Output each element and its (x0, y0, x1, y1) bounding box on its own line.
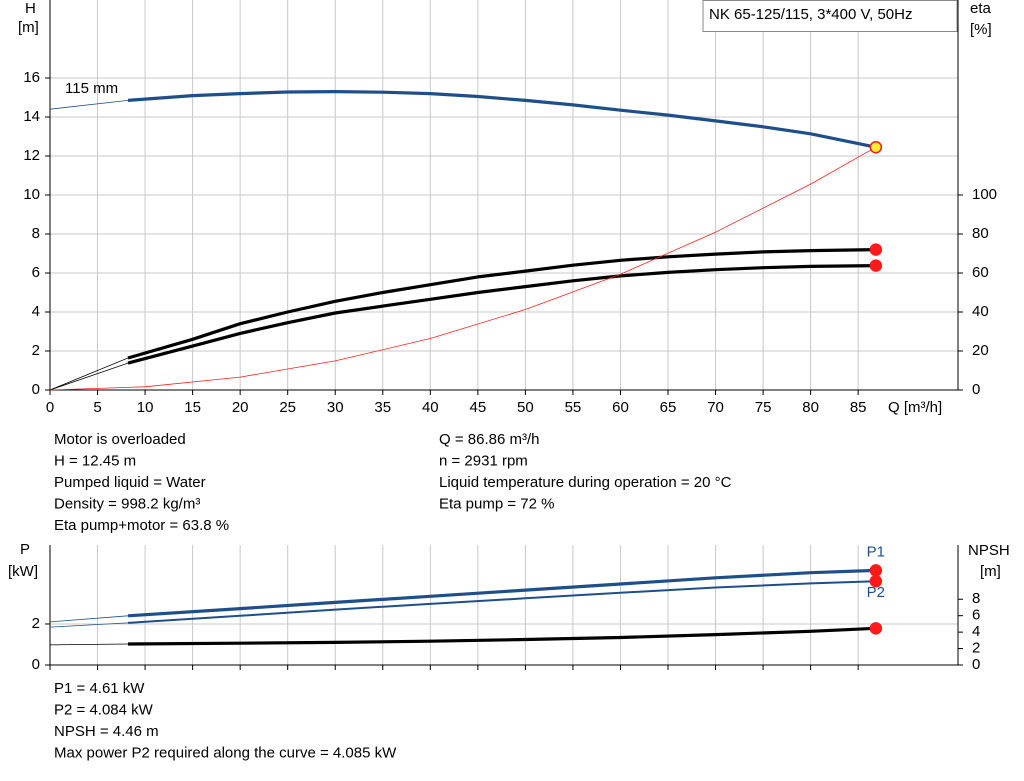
y-tick-label: 2 (32, 342, 40, 359)
info-line: Max power P2 required along the curve = … (54, 744, 397, 761)
y2-tick-label: 0 (972, 656, 980, 673)
x-tick-label: 35 (374, 399, 391, 416)
y2-tick-label: 100 (972, 186, 997, 203)
y2-tick-label: 2 (972, 640, 980, 657)
x-tick-label: 60 (612, 399, 629, 416)
operating-point (869, 140, 883, 154)
curve-label: 115 mm (65, 80, 118, 97)
curve (127, 248, 876, 360)
y-tick-label: 6 (32, 264, 40, 281)
info-line: P1 = 4.61 kW (54, 680, 145, 697)
x-tick-label: 25 (279, 399, 296, 416)
y2-tick-label: 4 (972, 623, 980, 640)
x-tick-label: 50 (517, 399, 534, 416)
curve-extension (49, 100, 129, 110)
x-tick-label: 85 (850, 399, 867, 416)
title-box (702, 0, 958, 32)
operating-point (869, 259, 883, 272)
curve-extension (49, 615, 129, 623)
y-tick-label: 2 (32, 615, 40, 632)
y2-axis-unit: [m] (980, 563, 1001, 580)
y2-tick-label: 80 (972, 225, 989, 242)
curve (127, 626, 876, 646)
y-axis-label: H (25, 0, 36, 17)
x-tick-label: 65 (660, 399, 677, 416)
info-line: Liquid temperature during operation = 20… (439, 474, 732, 491)
x-tick-label: 5 (93, 399, 101, 416)
y-tick-label: 10 (23, 186, 40, 203)
curve-label: P1 (867, 543, 885, 560)
info-line: n = 2931 rpm (439, 452, 528, 469)
curve-extension (49, 622, 129, 628)
y-axis-unit: [kW] (8, 563, 38, 580)
info-line: Eta pump = 72 % (439, 495, 555, 512)
x-tick-label: 10 (137, 399, 154, 416)
curve (127, 568, 876, 618)
curve-extension (49, 357, 129, 391)
info-line: Motor is overloaded (54, 431, 186, 448)
x-tick-label: 75 (755, 399, 772, 416)
y2-tick-label: 6 (972, 607, 980, 624)
info-line: Q = 86.86 m³/h (439, 431, 539, 448)
info-line: NPSH = 4.46 m (54, 723, 159, 740)
y-tick-label: 14 (23, 108, 40, 125)
x-tick-label: 30 (327, 399, 344, 416)
x-axis-label: Q [m³/h] (888, 399, 942, 416)
curve (127, 580, 876, 624)
info-line: H = 12.45 m (54, 452, 136, 469)
x-tick-label: 45 (470, 399, 487, 416)
curve (49, 146, 877, 391)
y-tick-label: 12 (23, 147, 40, 164)
x-tick-label: 55 (565, 399, 582, 416)
y2-tick-label: 20 (972, 342, 989, 359)
y2-tick-label: 0 (972, 381, 980, 398)
curve-extension (49, 643, 129, 646)
x-tick-label: 0 (46, 399, 54, 416)
info-line: Pumped liquid = Water (54, 474, 206, 491)
info-line: Density = 998.2 kg/m³ (54, 495, 200, 512)
y-axis-unit: [m] (18, 19, 39, 36)
y2-axis-label: eta (970, 0, 992, 17)
y-tick-label: 16 (23, 69, 40, 86)
info-line: P2 = 4.084 kW (54, 701, 154, 718)
x-tick-label: 20 (232, 399, 249, 416)
info-line: Eta pump+motor = 63.8 % (54, 517, 229, 534)
y-axis-label: P (20, 541, 30, 558)
y-tick-label: 0 (32, 656, 40, 673)
operating-point (869, 622, 883, 635)
operating-point (869, 243, 883, 256)
y2-axis-label: NPSH (968, 542, 1010, 559)
y-tick-label: 0 (32, 381, 40, 398)
y-tick-label: 4 (32, 303, 40, 320)
curve (127, 264, 876, 365)
y2-axis-unit: [%] (970, 21, 992, 38)
chart-title: NK 65-125/115, 3*400 V, 50Hz (709, 6, 912, 23)
curve-extension (49, 362, 129, 391)
x-tick-label: 70 (707, 399, 724, 416)
y2-tick-label: 8 (972, 590, 980, 607)
y2-tick-label: 40 (972, 303, 989, 320)
x-tick-label: 80 (802, 399, 819, 416)
y-tick-label: 8 (32, 225, 40, 242)
x-label-bg (884, 398, 954, 418)
operating-point (869, 574, 883, 588)
operating-point (869, 564, 883, 577)
curve (127, 90, 877, 149)
curve-label: P2 (867, 584, 885, 601)
x-tick-label: 15 (184, 399, 201, 416)
y2-tick-label: 60 (972, 264, 989, 281)
x-tick-label: 40 (422, 399, 439, 416)
